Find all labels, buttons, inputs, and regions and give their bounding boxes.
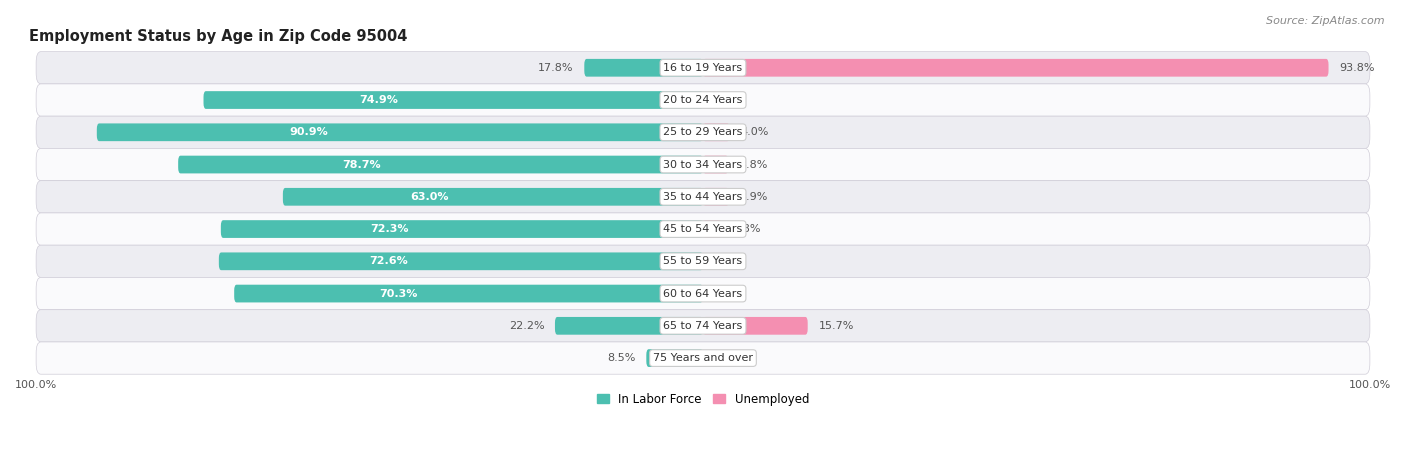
FancyBboxPatch shape xyxy=(703,220,721,238)
FancyBboxPatch shape xyxy=(219,253,703,270)
Text: 30 to 34 Years: 30 to 34 Years xyxy=(664,160,742,170)
Text: 60 to 64 Years: 60 to 64 Years xyxy=(664,289,742,299)
FancyBboxPatch shape xyxy=(703,188,728,206)
Text: 78.7%: 78.7% xyxy=(343,160,381,170)
Text: Source: ZipAtlas.com: Source: ZipAtlas.com xyxy=(1267,16,1385,26)
FancyBboxPatch shape xyxy=(37,116,1369,148)
FancyBboxPatch shape xyxy=(221,220,703,238)
Text: 90.9%: 90.9% xyxy=(290,127,329,137)
FancyBboxPatch shape xyxy=(37,277,1369,310)
FancyBboxPatch shape xyxy=(703,317,807,335)
FancyBboxPatch shape xyxy=(37,148,1369,181)
Text: 25 to 29 Years: 25 to 29 Years xyxy=(664,127,742,137)
Text: 45 to 54 Years: 45 to 54 Years xyxy=(664,224,742,234)
Text: 55 to 59 Years: 55 to 59 Years xyxy=(664,256,742,266)
Text: 74.9%: 74.9% xyxy=(359,95,398,105)
FancyBboxPatch shape xyxy=(97,124,703,141)
FancyBboxPatch shape xyxy=(37,245,1369,277)
Text: 8.5%: 8.5% xyxy=(607,353,636,363)
Text: 65 to 74 Years: 65 to 74 Years xyxy=(664,321,742,331)
FancyBboxPatch shape xyxy=(647,349,703,367)
FancyBboxPatch shape xyxy=(37,181,1369,213)
FancyBboxPatch shape xyxy=(37,84,1369,116)
Text: 22.2%: 22.2% xyxy=(509,321,544,331)
Text: 72.6%: 72.6% xyxy=(368,256,408,266)
Text: 0.0%: 0.0% xyxy=(714,95,742,105)
FancyBboxPatch shape xyxy=(37,52,1369,84)
Text: 35 to 44 Years: 35 to 44 Years xyxy=(664,192,742,202)
Text: 72.3%: 72.3% xyxy=(370,224,409,234)
Text: 93.8%: 93.8% xyxy=(1339,63,1375,73)
Text: 4.0%: 4.0% xyxy=(741,127,769,137)
FancyBboxPatch shape xyxy=(555,317,703,335)
Text: 2.8%: 2.8% xyxy=(733,224,761,234)
Text: 15.7%: 15.7% xyxy=(818,321,853,331)
FancyBboxPatch shape xyxy=(37,213,1369,245)
Text: 0.0%: 0.0% xyxy=(714,256,742,266)
Text: 20 to 24 Years: 20 to 24 Years xyxy=(664,95,742,105)
Text: 3.8%: 3.8% xyxy=(740,160,768,170)
Text: 70.3%: 70.3% xyxy=(380,289,418,299)
FancyBboxPatch shape xyxy=(179,156,703,174)
Legend: In Labor Force, Unemployed: In Labor Force, Unemployed xyxy=(592,388,814,410)
Text: 16 to 19 Years: 16 to 19 Years xyxy=(664,63,742,73)
FancyBboxPatch shape xyxy=(703,59,1329,77)
FancyBboxPatch shape xyxy=(37,310,1369,342)
FancyBboxPatch shape xyxy=(37,342,1369,374)
FancyBboxPatch shape xyxy=(204,91,703,109)
Text: 17.8%: 17.8% xyxy=(538,63,574,73)
Text: 63.0%: 63.0% xyxy=(411,192,449,202)
Text: 0.0%: 0.0% xyxy=(714,353,742,363)
FancyBboxPatch shape xyxy=(283,188,703,206)
Text: 0.0%: 0.0% xyxy=(714,289,742,299)
Text: 3.9%: 3.9% xyxy=(740,192,768,202)
FancyBboxPatch shape xyxy=(703,156,728,174)
FancyBboxPatch shape xyxy=(585,59,703,77)
Text: Employment Status by Age in Zip Code 95004: Employment Status by Age in Zip Code 950… xyxy=(30,28,408,44)
Text: 75 Years and over: 75 Years and over xyxy=(652,353,754,363)
FancyBboxPatch shape xyxy=(703,124,730,141)
FancyBboxPatch shape xyxy=(235,285,703,303)
